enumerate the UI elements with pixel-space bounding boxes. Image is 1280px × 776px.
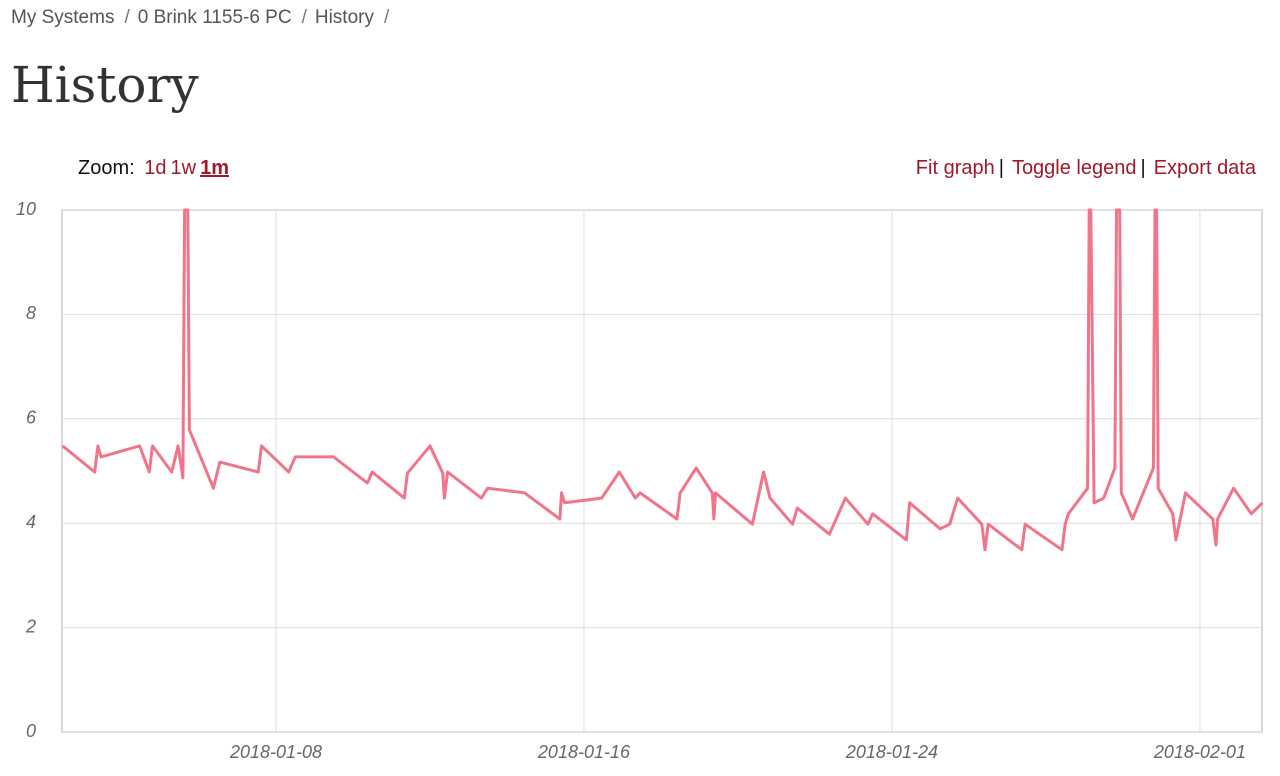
x-tick-label: 2018-01-08 (229, 742, 322, 762)
x-tick-label: 2018-01-16 (537, 742, 631, 762)
breadcrumb-link[interactable]: 0 Brink 1155-6 PC (137, 7, 292, 28)
toggle-legend[interactable]: Toggle legend (1011, 157, 1137, 179)
zoom-option[interactable]: 1m (200, 157, 229, 179)
breadcrumb-link[interactable]: History (314, 7, 374, 28)
breadcrumb: My Systems/0 Brink 1155-6 PC / History / (11, 7, 390, 28)
graph-actions: Fit graph | Toggle legend | Export data (915, 157, 1256, 179)
export-data[interactable]: Export data (1153, 157, 1256, 179)
page-title: History (11, 56, 199, 114)
zoom-controls: Zoom: 1d 1w 1m (78, 157, 229, 180)
fit-graph[interactable]: Fit graph (915, 157, 995, 179)
zoom-label: Zoom: (78, 157, 135, 179)
y-tick-label: 10 (16, 199, 36, 219)
zoom-option[interactable]: 1d (144, 157, 167, 179)
y-tick-label: 4 (26, 512, 36, 532)
y-tick-label: 6 (26, 408, 37, 428)
plot-area (61, 209, 1263, 733)
data-line (61, 208, 1264, 552)
y-tick-label: 8 (26, 303, 36, 323)
x-tick-label: 2018-01-24 (845, 742, 938, 762)
zoom-option[interactable]: 1w (170, 157, 197, 179)
y-tick-label: 0 (26, 721, 36, 741)
breadcrumb-link[interactable]: My Systems (11, 7, 115, 28)
y-tick-label: 2 (25, 616, 36, 636)
x-tick-label: 2018-02-01 (1153, 742, 1246, 762)
